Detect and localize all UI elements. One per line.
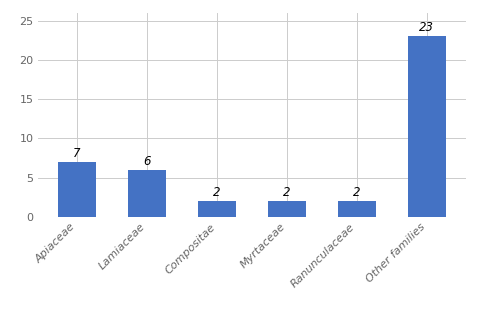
Text: 7: 7 — [73, 147, 81, 160]
Text: 2: 2 — [353, 186, 360, 199]
Bar — [198, 201, 236, 217]
Bar — [128, 170, 166, 217]
Bar — [268, 201, 306, 217]
Text: 23: 23 — [420, 21, 434, 34]
Bar — [58, 162, 96, 217]
Text: 6: 6 — [144, 155, 151, 168]
Text: 2: 2 — [283, 186, 291, 199]
Text: 2: 2 — [213, 186, 221, 199]
Bar — [408, 36, 446, 217]
Bar — [338, 201, 376, 217]
